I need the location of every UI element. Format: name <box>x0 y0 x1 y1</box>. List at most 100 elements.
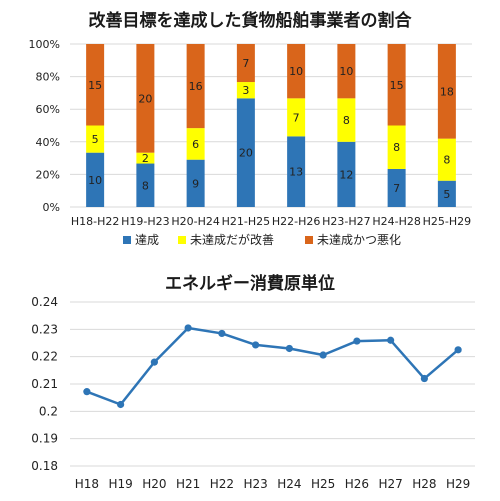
bar-segment <box>287 136 306 207</box>
data-point <box>83 388 91 396</box>
x-tick-label: H25 <box>311 477 335 491</box>
x-tick-label: H18 <box>75 477 99 491</box>
data-point <box>387 336 395 344</box>
data-label: 20 <box>138 92 152 105</box>
data-label: 10 <box>289 65 303 78</box>
y-tick-label: 0.24 <box>31 295 58 309</box>
data-point <box>285 344 293 353</box>
data-label: 7 <box>293 111 300 124</box>
data-label: 8 <box>443 154 450 167</box>
x-tick-label: H21-H25 <box>222 215 271 228</box>
legend-label: 達成 <box>135 233 159 247</box>
bar-segment <box>387 44 406 126</box>
bar-segment <box>136 163 155 207</box>
bar-segment <box>287 44 306 99</box>
x-tick-label: H18-H22 <box>71 215 120 228</box>
legend-label: 未達成かつ悪化 <box>317 233 401 247</box>
x-tick-label: H29 <box>446 477 470 491</box>
data-label: 10 <box>88 174 102 187</box>
y-tick-label: 40% <box>36 136 60 149</box>
bar-segment <box>437 180 456 207</box>
y-tick-label: 0.21 <box>31 377 58 391</box>
line-chart-title: エネルギー消費原単位 <box>165 274 335 294</box>
y-tick-label: 80% <box>36 71 60 84</box>
data-label: 9 <box>192 177 199 190</box>
y-tick-label: 0.2 <box>39 404 58 418</box>
bar-segment <box>86 152 105 207</box>
data-label: 12 <box>339 168 353 181</box>
bar-segment <box>337 44 356 99</box>
data-label: 6 <box>192 138 199 151</box>
bar-segment <box>337 98 356 142</box>
data-label: 5 <box>92 133 99 146</box>
bar-segment <box>287 98 306 137</box>
data-label: 18 <box>440 85 454 98</box>
x-tick-label: H19-H23 <box>121 215 170 228</box>
data-point <box>184 324 192 332</box>
data-label: 8 <box>393 141 400 154</box>
x-tick-label: H28 <box>412 477 436 491</box>
x-tick-label: H24 <box>277 477 301 491</box>
x-tick-label: H22 <box>210 477 234 491</box>
bar-segment <box>136 152 155 164</box>
bar-segment <box>337 141 356 207</box>
bar-segment <box>136 44 155 153</box>
y-tick-label: 0.22 <box>31 350 58 364</box>
data-label: 8 <box>142 179 149 192</box>
bar-segment <box>437 138 456 181</box>
data-label: 15 <box>390 79 404 92</box>
y-tick-label: 20% <box>36 168 60 181</box>
x-tick-label: H26 <box>345 477 369 491</box>
data-point <box>252 341 260 349</box>
data-label: 10 <box>339 65 353 78</box>
data-point <box>117 400 125 409</box>
data-label: 13 <box>289 166 303 179</box>
data-label: 3 <box>242 84 249 97</box>
data-point <box>454 346 462 354</box>
bar-segment <box>236 98 255 207</box>
y-tick-label: 100% <box>29 38 60 51</box>
x-tick-label: H24-H28 <box>372 215 421 228</box>
x-tick-label: H23 <box>243 477 267 491</box>
series-line <box>86 326 459 406</box>
legend-swatch <box>305 236 313 244</box>
bar-segment <box>387 168 406 207</box>
data-label: 7 <box>393 182 400 195</box>
data-point <box>218 329 226 338</box>
bar-segment <box>86 125 105 153</box>
data-label: 15 <box>88 79 102 92</box>
x-tick-label: H22-H26 <box>272 215 321 228</box>
bar-segment <box>236 82 255 99</box>
x-tick-label: H25-H29 <box>423 215 472 228</box>
bar-segment <box>86 44 105 126</box>
legend-swatch <box>123 236 131 244</box>
bar-segment <box>236 44 255 83</box>
y-tick-label: 0.19 <box>31 432 58 446</box>
y-tick-label: 0.18 <box>31 459 58 473</box>
x-tick-label: H20 <box>142 477 166 491</box>
bar-segment <box>186 128 205 160</box>
data-label: 20 <box>239 147 253 160</box>
legend-swatch <box>178 236 186 244</box>
y-tick-label: 0.23 <box>31 322 58 336</box>
bar-segment <box>437 44 456 139</box>
bar-chart: 0% 20% 40% 60% 80% 100% 10 5 15 H18-H22 8 2 20 H19-H2… <box>29 38 472 247</box>
x-tick-label: H20-H24 <box>171 215 220 228</box>
x-tick-label: H21 <box>176 477 200 491</box>
data-point <box>353 337 361 345</box>
data-label: 2 <box>142 152 149 165</box>
x-tick-label: H23-H27 <box>322 215 371 228</box>
legend-label: 未達成だが改善 <box>190 232 274 247</box>
data-label: 8 <box>343 114 350 127</box>
bar-segment <box>186 159 205 207</box>
data-label: 7 <box>242 57 249 70</box>
bar-chart-title: 改善目標を達成した貨物船舶事業者の割合 <box>88 11 412 31</box>
x-tick-label: H19 <box>108 477 132 491</box>
y-tick-label: 60% <box>36 103 60 116</box>
data-point <box>420 374 428 383</box>
data-label: 16 <box>189 80 203 93</box>
y-tick-label: 0% <box>43 201 60 214</box>
x-tick-label: H27 <box>378 477 402 491</box>
